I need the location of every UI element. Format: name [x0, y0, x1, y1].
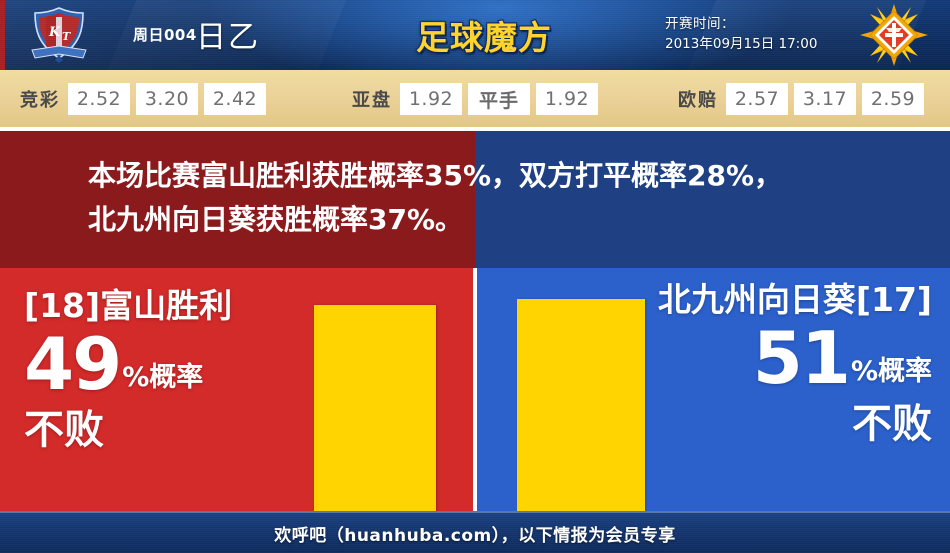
away-percent-suffix: %概率 [850, 356, 932, 387]
odds-group-european: 欧赔 2.57 3.17 2.59 [678, 83, 930, 115]
header-left-accent-bar [0, 0, 5, 70]
odds-label-jingcai: 竞彩 [20, 90, 60, 111]
home-percent-value: 49 [24, 322, 122, 406]
home-percent-suffix: %概率 [122, 362, 204, 393]
odds-label-asian-handicap: 亚盘 [352, 90, 392, 111]
match-number: 周日004 [133, 26, 197, 44]
kickoff-info: 开赛时间： 2013年09月15日 17:00 [665, 14, 817, 54]
away-percent-value: 51 [752, 316, 851, 400]
odds-label-european: 欧赔 [678, 90, 718, 111]
home-outcome-label: 不败 [24, 407, 104, 453]
page-footer: 欢呼吧（huanhuba.com），以下情报为会员专享 [0, 511, 950, 553]
odds-cell-european-draw[interactable]: 3.17 [794, 83, 856, 115]
banner-summary-line-1: 本场比赛富山胜利获胜概率35%，双方打平概率28%， [88, 159, 783, 192]
odds-cell-jingcai-away[interactable]: 2.42 [204, 83, 266, 115]
away-team-stats: 北九州向日葵[17] 51 %概率 不败 [512, 280, 932, 448]
odds-bar: 竞彩 2.52 3.20 2.42 亚盘 1.92 平手 1.92 欧赔 2.5… [0, 70, 950, 127]
banner-half-away [475, 131, 950, 268]
banner-summary-line-2: 北九州向日葵获胜概率37%。 [88, 203, 464, 236]
kickoff-datetime: 2013年09月15日 17:00 [665, 36, 818, 52]
home-team-stats: [18]富山胜利 49 %概率 不败 [24, 286, 324, 454]
odds-cell-european-away[interactable]: 2.59 [862, 83, 924, 115]
home-probability-bar [314, 305, 436, 511]
footer-notice: 欢呼吧（huanhuba.com），以下情报为会员专享 [274, 526, 676, 546]
probability-summary-banner: 本场比赛富山胜利获胜概率35%，双方打平概率28%， 北九州向日葵获胜概率37%… [0, 131, 950, 268]
away-team-starburst-badge-icon [860, 4, 928, 66]
away-team-name: 北九州向日葵[17] [657, 280, 932, 319]
brand-logo: 足球魔方 [415, 17, 553, 59]
away-probability-bar [517, 299, 645, 511]
odds-cell-jingcai-home[interactable]: 2.52 [68, 83, 130, 115]
svg-text:K: K [48, 25, 61, 40]
odds-cell-european-home[interactable]: 2.57 [726, 83, 788, 115]
away-percent-row: 51 %概率 [512, 316, 932, 400]
banner-summary-text: 本场比赛富山胜利获胜概率35%，双方打平概率28%， 北九州向日葵获胜概率37%… [88, 154, 928, 242]
svg-text:T: T [62, 30, 71, 43]
home-team-name: [18]富山胜利 [24, 286, 233, 325]
footer-divider-line [0, 511, 950, 513]
page-header: K T 周日004 日乙 足球魔方 开赛时间： 2013年09月15日 17:0… [0, 0, 950, 70]
banner-half-home [0, 131, 475, 268]
panel-divider [473, 268, 477, 511]
away-outcome-label: 不败 [852, 401, 932, 447]
kickoff-label: 开赛时间： [665, 16, 735, 32]
league-name: 日乙 [196, 20, 260, 55]
home-team-crest-icon: K T [31, 7, 87, 63]
odds-cell-asian-home[interactable]: 1.92 [400, 83, 462, 115]
odds-group-jingcai: 竞彩 2.52 3.20 2.42 [20, 83, 272, 115]
odds-group-asian-handicap: 亚盘 1.92 平手 1.92 [352, 83, 604, 115]
probability-chart: [18]富山胜利 49 %概率 不败 北九州向日葵[17] 51 %概率 不败 [0, 268, 950, 511]
odds-cell-asian-away[interactable]: 1.92 [536, 83, 598, 115]
home-percent-row: 49 %概率 [24, 322, 324, 406]
odds-cell-asian-handicap-line[interactable]: 平手 [468, 83, 530, 115]
odds-cell-jingcai-draw[interactable]: 3.20 [136, 83, 198, 115]
